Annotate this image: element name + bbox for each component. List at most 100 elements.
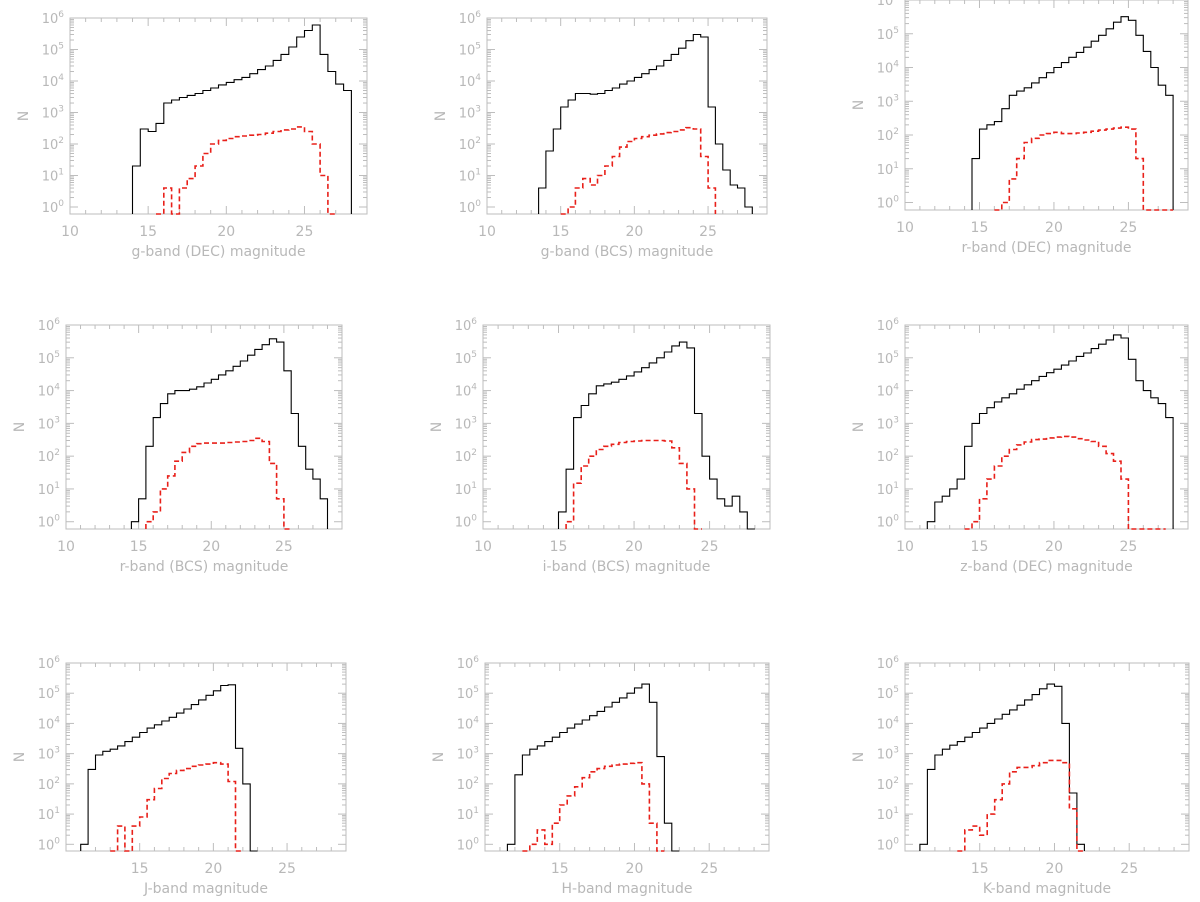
x-tick-label: 10	[61, 224, 79, 240]
y-tick-label: 101	[38, 806, 60, 823]
histogram-selected-series	[957, 759, 1085, 852]
histogram-all-series	[131, 24, 352, 214]
histogram-selected-series	[994, 126, 1174, 211]
histogram-selected-series	[565, 439, 702, 530]
y-tick-label: 103	[459, 105, 481, 122]
x-tick-label: 20	[1045, 220, 1063, 236]
y-tick-label: 104	[38, 383, 61, 400]
y-tick-label: 101	[457, 806, 479, 823]
x-tick-label: 25	[1120, 861, 1138, 877]
y-axis-label: N	[12, 422, 28, 432]
plot-frame	[904, 324, 1189, 530]
y-tick-label: 104	[42, 73, 65, 90]
x-tick-label: 20	[1046, 861, 1064, 877]
y-tick-label: 100	[455, 514, 478, 531]
histogram-panel-9: 15 20 25 100 101 102 103 104 105 106 K-band magnit…	[851, 655, 1190, 897]
y-tick-label: 103	[877, 93, 899, 110]
x-tick-label: 10	[896, 220, 914, 236]
histogram-panel-4: 10 15 20 25 100 101 102 103 104 105 106 r-band (BCS…	[12, 317, 343, 575]
x-tick-label: 10	[474, 539, 492, 555]
y-tick-label: 102	[42, 136, 64, 153]
y-tick-label: 100	[877, 836, 900, 853]
histogram-panel-3: 10 15 20 25 100 101 102 103 104 105 106 r-band (DEC…	[851, 0, 1189, 256]
y-tick-label: 100	[38, 514, 61, 531]
y-tick-label: 103	[42, 105, 64, 122]
y-tick-label: 105	[877, 350, 899, 367]
x-tick-label: 15	[552, 224, 570, 240]
histogram-panel-5: 10 15 20 25 100 101 102 103 104 105 106 i-band (BCS…	[429, 317, 771, 575]
y-tick-label: 105	[455, 350, 477, 367]
y-tick-label: 100	[459, 199, 482, 216]
y-tick-label: 102	[38, 776, 60, 793]
x-tick-label: 20	[217, 224, 235, 240]
y-tick-label: 106	[877, 317, 900, 334]
y-axis-label: N	[12, 752, 28, 762]
histogram-selected-series	[110, 761, 243, 852]
y-tick-label: 102	[457, 776, 479, 793]
y-tick-label: 100	[42, 199, 65, 216]
y-tick-label: 106	[459, 10, 482, 27]
histogram-selected-series	[964, 435, 1166, 530]
y-tick-label: 103	[877, 415, 899, 432]
x-axis-label: K-band magnitude	[983, 881, 1111, 897]
y-tick-label: 104	[457, 715, 480, 732]
x-tick-label: 25	[701, 539, 719, 555]
plot-frame	[65, 324, 343, 530]
x-tick-label: 15	[971, 539, 989, 555]
plot-frame	[486, 17, 768, 215]
x-tick-label: 25	[296, 224, 314, 240]
y-tick-label: 102	[459, 136, 481, 153]
y-tick-label: 104	[459, 73, 482, 90]
x-tick-label: 15	[551, 861, 569, 877]
y-tick-label: 100	[877, 514, 900, 531]
y-axis-label: N	[16, 111, 32, 121]
y-tick-label: 101	[38, 481, 60, 498]
y-tick-label: 105	[42, 42, 64, 59]
y-tick-label: 103	[38, 746, 60, 763]
x-tick-label: 25	[1120, 539, 1138, 555]
x-tick-label: 25	[275, 539, 293, 555]
y-tick-label: 105	[457, 685, 479, 702]
x-tick-label: 20	[626, 861, 644, 877]
y-tick-label: 106	[877, 655, 900, 672]
y-axis-label: N	[851, 422, 867, 432]
x-tick-label: 15	[130, 539, 148, 555]
plot-frame	[69, 17, 368, 215]
histogram-all-series	[926, 334, 1174, 529]
y-tick-label: 102	[877, 127, 899, 144]
y-tick-label: 100	[38, 836, 61, 853]
x-tick-label: 25	[700, 861, 718, 877]
x-tick-label: 20	[625, 224, 643, 240]
y-tick-label: 100	[457, 836, 480, 853]
y-tick-label: 105	[38, 350, 60, 367]
y-tick-label: 101	[455, 481, 477, 498]
y-tick-label: 103	[455, 415, 477, 432]
y-tick-label: 104	[877, 60, 900, 77]
y-axis-label: N	[851, 100, 867, 110]
histogram-selected-series	[522, 761, 665, 852]
x-tick-label: 25	[278, 861, 296, 877]
y-tick-label: 105	[459, 42, 481, 59]
histogram-selected-series	[560, 126, 717, 215]
histogram-panel-2: 10 15 20 25 100 101 102 103 104 105 106 g-band (BCS…	[433, 10, 768, 260]
histogram-all-series	[80, 684, 258, 852]
y-tick-label: 105	[877, 685, 899, 702]
y-tick-label: 104	[455, 383, 478, 400]
y-tick-label: 102	[877, 448, 899, 465]
x-axis-label: g-band (BCS) magnitude	[541, 244, 714, 260]
y-tick-label: 105	[38, 685, 60, 702]
histogram-selected-series	[156, 126, 336, 215]
y-tick-label: 104	[877, 715, 900, 732]
histogram-panel-1: 10 15 20 25 100 101 102 103 104 105 106 g-band (DEC…	[16, 10, 368, 260]
x-tick-label: 25	[1120, 220, 1138, 236]
x-tick-label: 15	[971, 861, 989, 877]
y-tick-label: 101	[877, 481, 899, 498]
histogram-all-series	[971, 16, 1174, 210]
y-tick-label: 100	[877, 195, 900, 212]
x-tick-label: 15	[971, 220, 989, 236]
y-tick-label: 106	[38, 317, 61, 334]
x-tick-label: 15	[131, 861, 149, 877]
x-tick-label: 10	[896, 539, 914, 555]
histogram-all-series	[506, 683, 680, 852]
